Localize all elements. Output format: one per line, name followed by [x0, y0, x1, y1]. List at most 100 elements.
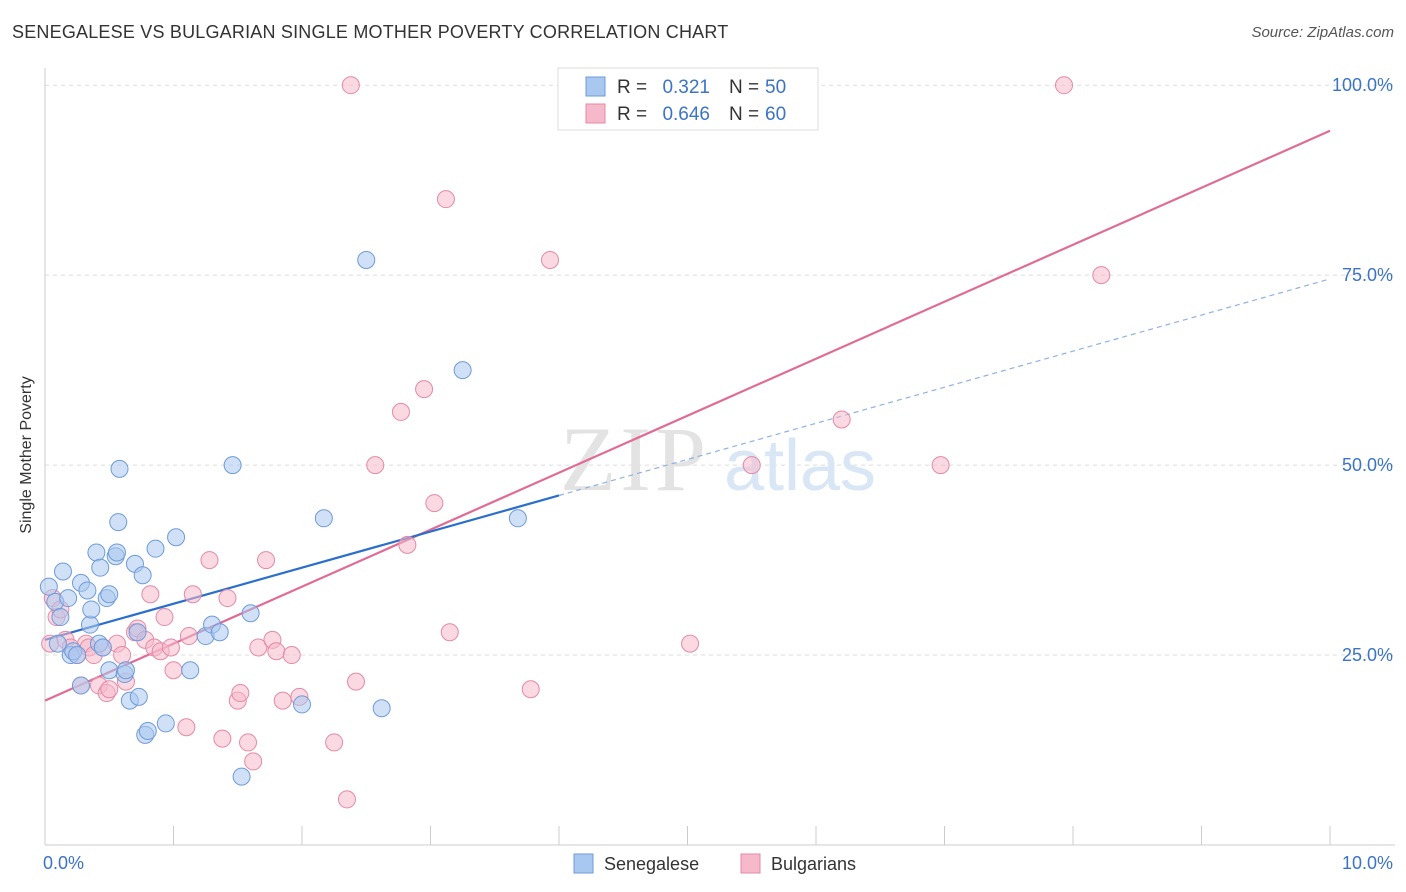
trend-lines [44, 129, 1331, 702]
legend-r-value: 0.321 [662, 77, 710, 98]
chart-title: SENEGALESE VS BULGARIAN SINGLE MOTHER PO… [12, 22, 729, 42]
bulgarians-point [164, 661, 183, 680]
bottom-legend: Senegalese Bulgarians [573, 853, 856, 874]
bulgarians-point [267, 642, 286, 661]
legend-n-value: 50 [765, 77, 786, 98]
legend-n-label: N = [729, 77, 759, 98]
watermark: ZIP atlas [560, 408, 876, 510]
senegalese-point [314, 509, 333, 528]
tick-labels: 25.0% 50.0% 75.0% 100.0% 0.0% 10.0% [43, 75, 1393, 873]
senegalese-point [82, 600, 101, 619]
senegalese-trend-line [44, 494, 560, 641]
bulgarians-point [213, 729, 232, 748]
bulgarians-point [742, 456, 761, 475]
senegalese-point [146, 539, 165, 558]
senegalese-point [93, 638, 112, 657]
bulgarians-point [1092, 266, 1111, 285]
y-tick-label: 75.0% [1342, 265, 1393, 285]
bulgarians-point [249, 638, 268, 657]
bulgarians-point [200, 551, 219, 570]
senegalese-point [91, 558, 110, 577]
data-points [39, 76, 1111, 809]
senegalese-point [181, 661, 200, 680]
bulgarians-point [100, 680, 119, 699]
senegalese-point [357, 250, 376, 269]
senegalese-point [39, 577, 58, 596]
senegalese-point [109, 513, 128, 532]
bulgarians-point [239, 733, 258, 752]
y-tick-label: 100.0% [1332, 75, 1393, 95]
senegalese-point [59, 589, 78, 608]
senegalese-point [53, 562, 72, 581]
bulgarians-trend-line [44, 129, 1331, 702]
bulgarians-point [231, 684, 250, 703]
senegalese-point [138, 722, 157, 741]
senegalese-point [128, 623, 147, 642]
legend: R = 0.321 N = 50 R = 0.646 N = 60 [557, 67, 819, 131]
bulgarians-point [155, 608, 174, 627]
bulgarians-point [398, 535, 417, 554]
bulgarians-point [113, 646, 132, 665]
bulgarians-point [931, 456, 950, 475]
bulgarians-point [257, 551, 276, 570]
bulgarians-point [179, 627, 198, 646]
bulgarians-point [366, 456, 385, 475]
senegalese-point [100, 661, 119, 680]
bottom-legend-label: Senegalese [604, 854, 699, 874]
y-tick-label: 25.0% [1342, 645, 1393, 665]
bulgarians-point [177, 718, 196, 737]
senegalese-point [116, 661, 135, 680]
senegalese-point [508, 509, 527, 528]
senegalese-point [107, 543, 126, 562]
senegalese-point [110, 459, 129, 478]
bulgarians-point [681, 634, 700, 653]
senegalese-point [167, 528, 186, 547]
senegalese-point [51, 608, 70, 627]
senegalese-point [78, 581, 97, 600]
senegalese-point [372, 699, 391, 718]
senegalese-point [129, 687, 148, 706]
bottom-legend-swatch [740, 853, 761, 874]
senegalese-point [453, 361, 472, 380]
x-tick-label: 10.0% [1342, 853, 1393, 873]
legend-n-value: 60 [765, 104, 786, 125]
legend-swatch [585, 76, 606, 97]
y-tick-label: 50.0% [1342, 455, 1393, 475]
senegalese-point [241, 604, 260, 623]
senegalese-point [71, 676, 90, 695]
senegalese-trend-extension [558, 278, 1331, 497]
bulgarians-point [1055, 76, 1074, 95]
bulgarians-point [282, 646, 301, 665]
axes [44, 68, 1395, 846]
legend-r-label: R = [617, 77, 647, 98]
watermark-zip: ZIP [560, 408, 710, 510]
bulgarians-point [273, 691, 292, 710]
bottom-legend-label: Bulgarians [771, 854, 856, 874]
bulgarians-point [436, 190, 455, 209]
bulgarians-point [391, 402, 410, 421]
bottom-legend-swatch [573, 853, 594, 874]
legend-swatch [585, 103, 606, 124]
bulgarians-point [337, 790, 356, 809]
senegalese-point [293, 695, 311, 714]
bulgarians-point [325, 733, 344, 752]
bulgarians-point [218, 589, 237, 608]
source-label: Source: ZipAtlas.com [1251, 24, 1394, 41]
bulgarians-point [244, 752, 263, 771]
senegalese-point [68, 646, 87, 665]
bulgarians-point [440, 623, 459, 642]
grid-lines [45, 84, 1395, 656]
senegalese-point [87, 543, 106, 562]
senegalese-point [133, 566, 152, 585]
legend-r-value: 0.646 [662, 104, 710, 125]
bulgarians-point [521, 680, 540, 699]
bulgarians-point [832, 410, 851, 429]
senegalese-point [210, 623, 229, 642]
bulgarians-point [183, 585, 202, 604]
senegalese-point [48, 634, 67, 653]
x-tick-label: 0.0% [43, 853, 84, 873]
bulgarians-point [541, 250, 560, 269]
senegalese-point [156, 714, 175, 733]
senegalese-point [223, 456, 242, 475]
senegalese-point [100, 585, 119, 604]
